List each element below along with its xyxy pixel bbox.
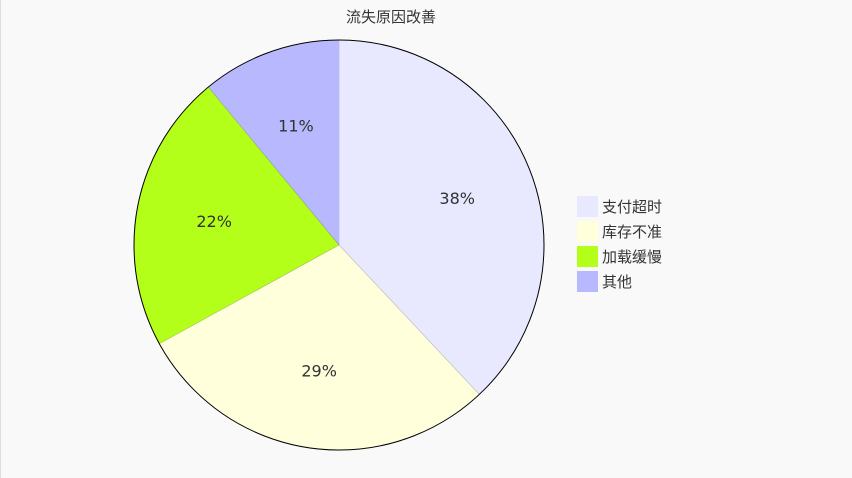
slice-label-2: 29% <box>301 362 337 381</box>
pie-slice-2 <box>159 245 480 450</box>
legend-swatch <box>577 246 598 267</box>
legend-label: 库存不准 <box>602 223 663 241</box>
legend-swatch <box>577 221 598 242</box>
slice-separator <box>159 244 340 345</box>
legend-label: 加载缓慢 <box>602 248 663 266</box>
pie-slice-4 <box>208 40 339 245</box>
legend-item: 支付超时 <box>577 194 662 219</box>
legend-label: 支付超时 <box>602 198 663 216</box>
legend-item: 库存不准 <box>577 219 662 244</box>
chart-title: 流失原因改善 <box>345 8 436 26</box>
legend-swatch <box>577 196 598 217</box>
legend-item: 其他 <box>577 269 662 294</box>
pie-slice-1 <box>339 40 544 395</box>
slice-separator <box>208 86 340 246</box>
pie-slice-3 <box>134 87 339 344</box>
legend-label: 其他 <box>602 273 633 291</box>
chart-legend: 支付超时库存不准加载缓慢其他 <box>577 194 662 294</box>
legend-item: 加载缓慢 <box>577 244 662 269</box>
slice-label-4: 11% <box>278 116 314 135</box>
slice-label-3: 22% <box>196 212 232 231</box>
legend-swatch <box>577 271 598 292</box>
slice-label-1: 38% <box>439 189 475 208</box>
pie-outline <box>133 39 545 451</box>
slice-separator <box>338 244 480 395</box>
